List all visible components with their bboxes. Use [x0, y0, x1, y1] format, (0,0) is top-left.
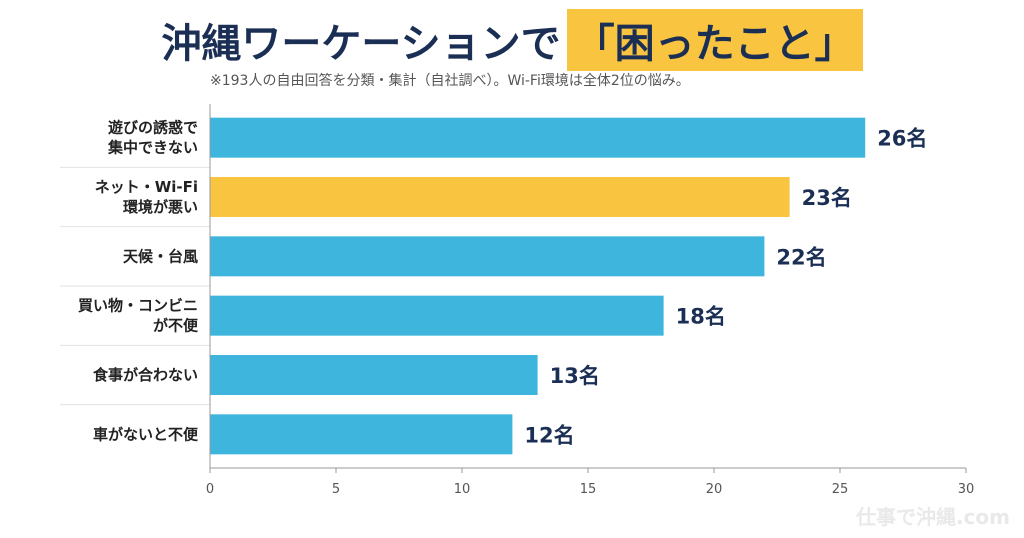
x-tick-label: 25 — [832, 482, 849, 497]
bar — [210, 295, 664, 336]
category-label: 買い物・コンビニ — [78, 297, 198, 315]
x-tick-label: 20 — [706, 482, 723, 497]
chart-subtitle: ※193人の自由回答を分類・集計（自社調べ）。Wi-Fi環境は全体2位の悩み。 — [210, 73, 690, 89]
title-highlight: 「困ったこと」 — [566, 9, 863, 71]
category-label: 遊びの誘惑で — [108, 119, 198, 137]
title-main: 沖縄ワーケーションで — [161, 21, 561, 67]
value-label: 18名 — [676, 305, 726, 329]
category-label: 集中できない — [107, 139, 198, 157]
category-label: 食事が合わない — [93, 366, 198, 384]
x-tick-label: 0 — [206, 482, 214, 497]
value-label: 12名 — [524, 423, 574, 447]
category-label: 車がないと不便 — [93, 425, 199, 443]
x-tick-label: 15 — [580, 482, 597, 497]
bar — [210, 117, 866, 158]
value-label: 22名 — [776, 245, 826, 269]
x-tick-label: 30 — [958, 482, 975, 497]
value-label: 23名 — [802, 186, 852, 210]
category-label: ネット・Wi-Fi — [95, 178, 198, 196]
category-label: が不便 — [153, 317, 199, 335]
chart-title: 沖縄ワーケーションで 「困ったこと」 — [0, 4, 1024, 76]
value-label: 26名 — [877, 127, 927, 151]
bar — [210, 236, 765, 277]
watermark: 仕事で沖縄.com — [855, 505, 1010, 529]
category-label: 環境が悪い — [123, 198, 198, 216]
x-tick-label: 5 — [332, 482, 340, 497]
bar — [210, 355, 538, 395]
category-label: 天候・台風 — [123, 247, 198, 265]
bar — [210, 414, 513, 455]
value-label: 13名 — [550, 364, 600, 388]
x-tick-label: 10 — [454, 482, 471, 497]
bar — [210, 177, 790, 217]
